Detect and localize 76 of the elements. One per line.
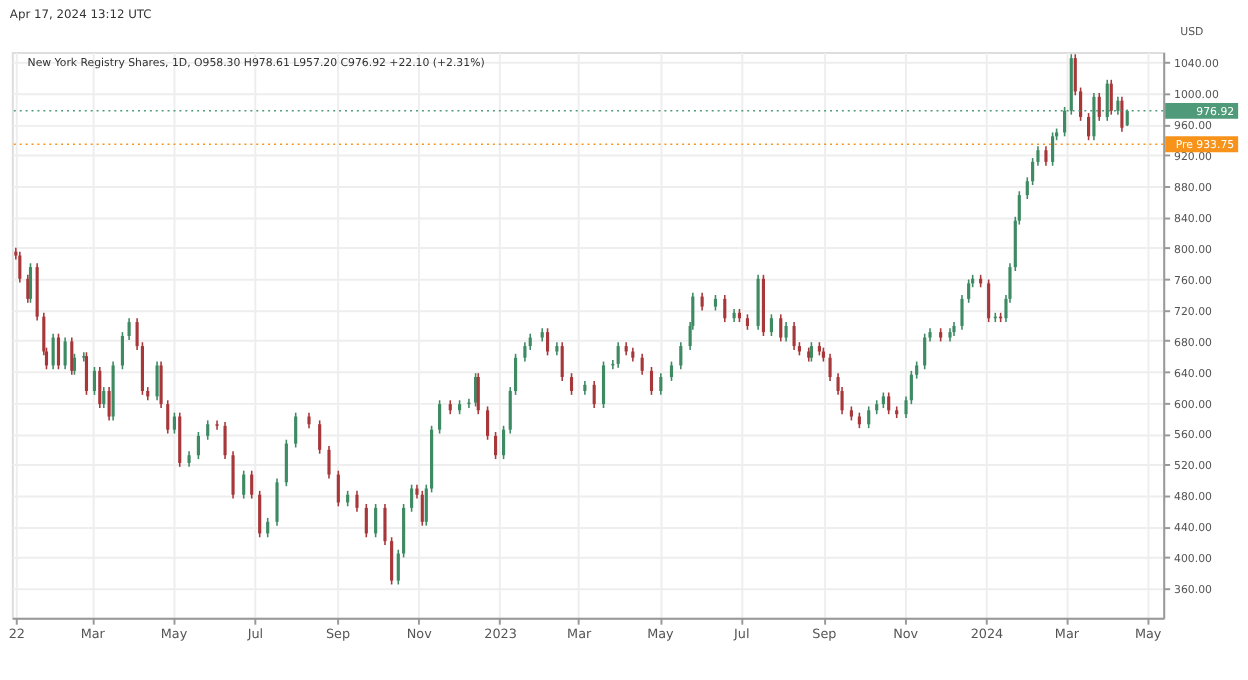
candlestick	[592, 380, 596, 409]
candlestick	[923, 332, 927, 371]
candlestick	[166, 399, 170, 435]
candlestick	[486, 405, 490, 441]
candlestick	[390, 536, 394, 586]
candlestick	[1120, 96, 1124, 133]
candlestick	[284, 438, 288, 487]
candlestick	[1092, 92, 1096, 141]
candlestick	[1105, 79, 1109, 122]
candlestick	[63, 336, 67, 371]
candlestick	[828, 353, 832, 382]
candlestick	[215, 419, 219, 431]
candlestick	[420, 490, 424, 527]
candlestick	[1087, 112, 1091, 141]
candlestick	[792, 321, 796, 351]
candlestick	[756, 274, 760, 331]
candlestick	[223, 421, 227, 460]
candlestick	[523, 341, 527, 363]
candlestick	[501, 425, 506, 460]
candlestick	[178, 411, 182, 468]
candlestick	[410, 483, 414, 513]
candlestick	[155, 360, 159, 402]
candlestick	[1097, 92, 1101, 122]
candlestick	[327, 445, 331, 480]
candlestick	[649, 366, 654, 396]
candlestick	[779, 313, 783, 343]
candlestick	[172, 411, 176, 435]
candlestick	[569, 372, 574, 396]
candlestick	[769, 313, 774, 337]
candlestick	[250, 469, 254, 500]
candlestick	[1063, 106, 1067, 138]
candlestick	[1044, 145, 1048, 167]
candlestick	[107, 386, 111, 422]
candlestick	[669, 360, 674, 382]
candlestick	[242, 469, 246, 500]
candlestick	[231, 450, 235, 500]
candlestick	[640, 353, 644, 376]
candlestick	[159, 360, 163, 409]
candlestick	[987, 278, 991, 323]
candlestick	[1109, 79, 1113, 116]
candlestick	[120, 331, 125, 371]
candlestick	[560, 341, 564, 382]
candlestick	[867, 405, 871, 429]
candlestick	[127, 317, 131, 341]
candlestick	[1051, 131, 1055, 167]
candlestick	[102, 386, 106, 409]
candlestick	[438, 399, 442, 435]
candlestick	[723, 294, 727, 323]
candlestick	[51, 332, 55, 371]
candlestick	[275, 477, 279, 527]
candlestick	[258, 490, 262, 539]
candlestick	[206, 419, 210, 441]
candlestick	[28, 262, 33, 304]
candlestick	[336, 469, 340, 508]
candlestick	[616, 341, 620, 369]
candlestick	[374, 503, 378, 539]
candlestick	[56, 332, 61, 371]
candlestick	[196, 431, 200, 460]
candlestick	[294, 411, 298, 449]
candlestick	[659, 372, 663, 396]
candlestick	[318, 419, 322, 455]
candlestick	[679, 341, 683, 371]
candlestick	[364, 503, 368, 539]
candlestick	[960, 294, 964, 331]
candlestick	[98, 366, 102, 409]
candlestick	[494, 431, 498, 460]
candlestick	[545, 327, 550, 357]
candlestick	[383, 503, 387, 546]
candlestick	[784, 321, 788, 343]
candlestick	[355, 490, 359, 513]
candlestick	[92, 366, 97, 396]
candlestick	[887, 391, 891, 415]
candlestick	[967, 278, 971, 304]
candlestick	[601, 360, 606, 409]
candlestick	[84, 351, 89, 396]
candlestick	[18, 250, 22, 284]
